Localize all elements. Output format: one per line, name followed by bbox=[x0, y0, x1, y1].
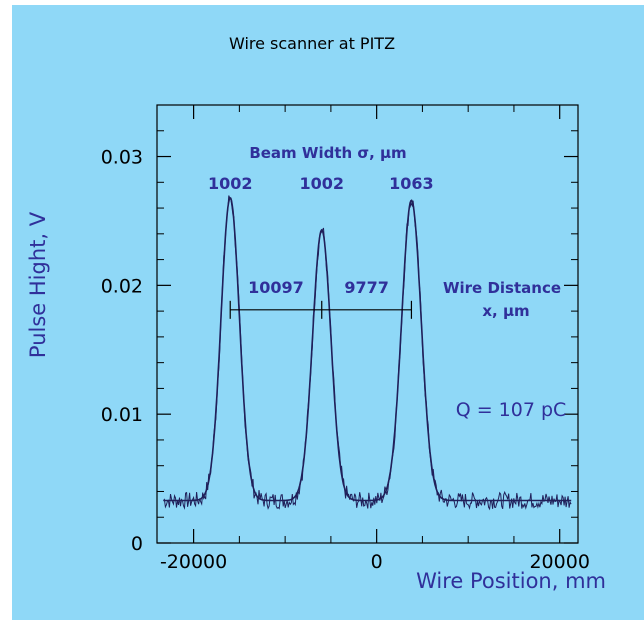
wire-distance-unit-label: x, μm bbox=[482, 302, 529, 320]
beam-width-label: Beam Width σ, μm bbox=[249, 144, 406, 162]
peak-width-label: 1063 bbox=[389, 174, 434, 193]
y-tick-label: 0.03 bbox=[101, 147, 143, 169]
wire-distance-bar bbox=[229, 300, 413, 319]
x-axis-ticks: -20000 0 20000 bbox=[160, 105, 590, 573]
wire-distance-label: Wire Distance bbox=[443, 279, 561, 297]
x-axis-label: Wire Position, mm bbox=[416, 569, 606, 593]
x-tick-label: 20000 bbox=[529, 551, 589, 573]
distance-labels: 10097 9777 bbox=[248, 278, 389, 297]
y-tick-label: 0.02 bbox=[101, 275, 143, 297]
peak-width-label: 1002 bbox=[208, 174, 253, 193]
y-axis-label: Pulse Hight, V bbox=[26, 211, 50, 358]
x-tick-label: -20000 bbox=[160, 551, 227, 573]
peak-width-labels: 1002 1002 1063 bbox=[208, 174, 434, 193]
chart-svg: Wire scanner at PITZ -20000 0 20000 00.010… bbox=[26, 34, 606, 593]
chart-panel: Wire scanner at PITZ -20000 0 20000 0 0.01 0… bbox=[12, 5, 644, 620]
y-tick-label: 0.01 bbox=[101, 404, 143, 426]
curves-group bbox=[163, 195, 572, 511]
distance-label: 9777 bbox=[344, 278, 389, 297]
distance-label: 10097 bbox=[248, 278, 304, 297]
fit-curve bbox=[163, 196, 572, 502]
y-axis-ticks: 0 0.01 0.02 0.03 bbox=[101, 130, 578, 555]
chart-title: Wire scanner at PITZ bbox=[229, 34, 395, 53]
x-tick-label: 0 bbox=[371, 551, 383, 573]
peak-width-label: 1002 bbox=[299, 174, 344, 193]
y-tick-label: 0 bbox=[131, 533, 143, 555]
charge-label: Q = 107 pC bbox=[456, 399, 567, 421]
plot-frame bbox=[156, 104, 579, 544]
